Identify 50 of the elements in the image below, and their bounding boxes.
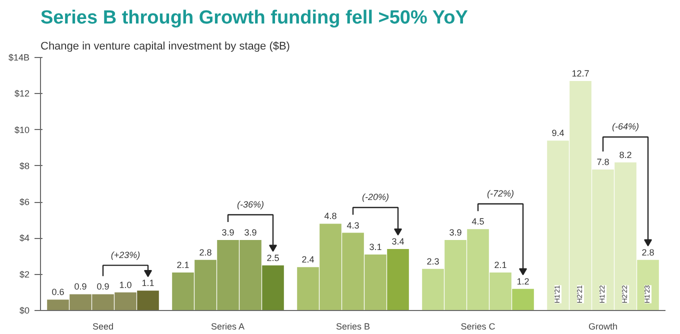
annotation: (-36%) <box>237 199 264 210</box>
annotation: (+23%) <box>110 250 140 260</box>
bar <box>137 290 159 310</box>
y-tick-label: $0 <box>19 306 30 316</box>
x-tick-label: Growth <box>588 322 618 332</box>
data-label: 7.8 <box>596 157 610 168</box>
y-tick-label: $6 <box>19 197 30 208</box>
data-label: 0.9 <box>74 282 87 292</box>
data-label: 1.2 <box>516 276 530 286</box>
data-label: 1.0 <box>119 280 132 290</box>
x-tick-label: Seed <box>92 322 114 332</box>
data-label: 2.1 <box>176 260 190 270</box>
data-label: 2.8 <box>199 247 212 258</box>
y-tick-label: $14B <box>8 52 30 62</box>
data-label: 3.9 <box>222 228 234 238</box>
data-label: 12.7 <box>572 68 590 78</box>
x-tick-label: Series C <box>460 322 496 332</box>
data-label: 2.3 <box>426 256 440 266</box>
annotation: (-64%) <box>612 122 640 132</box>
data-label: 2.1 <box>494 260 507 270</box>
data-label: 4.5 <box>472 216 484 227</box>
x-tick-label: Series A <box>210 322 245 332</box>
data-label: 8.2 <box>619 150 632 160</box>
chart-title: Series B through Growth funding fell >50% YoY <box>40 8 468 28</box>
data-label: 2.8 <box>642 247 654 258</box>
annotation: (-20%) <box>362 192 390 202</box>
x-tick-label: Series B <box>336 322 370 332</box>
bar <box>262 265 284 310</box>
y-tick-label: $12 <box>14 88 30 99</box>
data-label: 9.4 <box>552 128 564 138</box>
data-label: 2.5 <box>266 252 280 263</box>
bar <box>387 249 409 310</box>
y-tick-label: $2 <box>19 269 30 280</box>
annotation: (-72%) <box>487 188 514 198</box>
data-label: 0.6 <box>52 287 64 298</box>
bar <box>637 260 659 310</box>
data-label: 1.1 <box>142 278 154 288</box>
y-tick-label: $4 <box>19 233 30 244</box>
data-label: 4.8 <box>324 211 337 222</box>
y-tick-label: $8 <box>19 160 30 171</box>
data-label: 2.4 <box>302 254 314 265</box>
data-label: 3.4 <box>392 236 404 247</box>
bar <box>512 288 534 310</box>
data-label: 3.9 <box>244 228 257 238</box>
chart-subtitle: Change in venture capital investment by stage ($B) <box>40 40 290 52</box>
data-label: 3.9 <box>449 228 462 238</box>
y-tick-label: $10 <box>14 124 30 135</box>
data-label: 0.9 <box>96 282 110 292</box>
data-label: 3.1 <box>369 242 382 252</box>
data-label: 4.3 <box>346 220 360 230</box>
